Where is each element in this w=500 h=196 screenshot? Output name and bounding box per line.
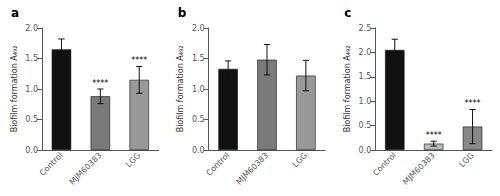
svg-text:a: a — [11, 6, 19, 20]
svg-text:1.0: 1.0 — [25, 85, 38, 94]
svg-text:1.5: 1.5 — [192, 54, 205, 63]
svg-text:****: **** — [131, 56, 147, 65]
svg-text:1.5: 1.5 — [359, 72, 372, 81]
svg-text:Biofilm formation A₄₉₂: Biofilm formation A₄₉₂ — [343, 46, 352, 133]
svg-text:Control: Control — [371, 151, 398, 178]
svg-text:1.0: 1.0 — [192, 85, 205, 94]
svg-text:c: c — [344, 6, 351, 20]
svg-text:Control: Control — [205, 151, 232, 178]
svg-text:0.5: 0.5 — [359, 121, 372, 130]
svg-text:1.0: 1.0 — [359, 97, 372, 106]
svg-text:0.0: 0.0 — [25, 146, 38, 155]
svg-text:LGG: LGG — [124, 151, 142, 169]
svg-text:MJM60383: MJM60383 — [401, 151, 437, 187]
svg-text:****: **** — [426, 131, 442, 140]
svg-text:2.5: 2.5 — [359, 24, 372, 33]
svg-text:b: b — [178, 6, 187, 20]
svg-text:Biofilm formation A₄₉₂: Biofilm formation A₄₉₂ — [10, 46, 19, 133]
svg-text:****: **** — [92, 79, 108, 88]
svg-text:LGG: LGG — [291, 151, 309, 169]
svg-text:MJM60383: MJM60383 — [68, 151, 104, 187]
svg-text:1.5: 1.5 — [25, 54, 38, 63]
svg-text:2.0: 2.0 — [192, 24, 205, 33]
svg-text:0.0: 0.0 — [359, 146, 372, 155]
svg-text:0.0: 0.0 — [192, 146, 205, 155]
svg-text:MJM60383: MJM60383 — [234, 151, 270, 187]
svg-text:LGG: LGG — [457, 151, 475, 169]
svg-text:0.5: 0.5 — [192, 115, 205, 124]
svg-text:2.0: 2.0 — [359, 48, 372, 57]
svg-text:Control: Control — [38, 151, 65, 178]
svg-text:0.5: 0.5 — [25, 115, 38, 124]
svg-text:Biofilm formation A₄₉₂: Biofilm formation A₄₉₂ — [176, 46, 185, 133]
svg-text:****: **** — [465, 99, 481, 108]
svg-text:2.0: 2.0 — [25, 24, 38, 33]
